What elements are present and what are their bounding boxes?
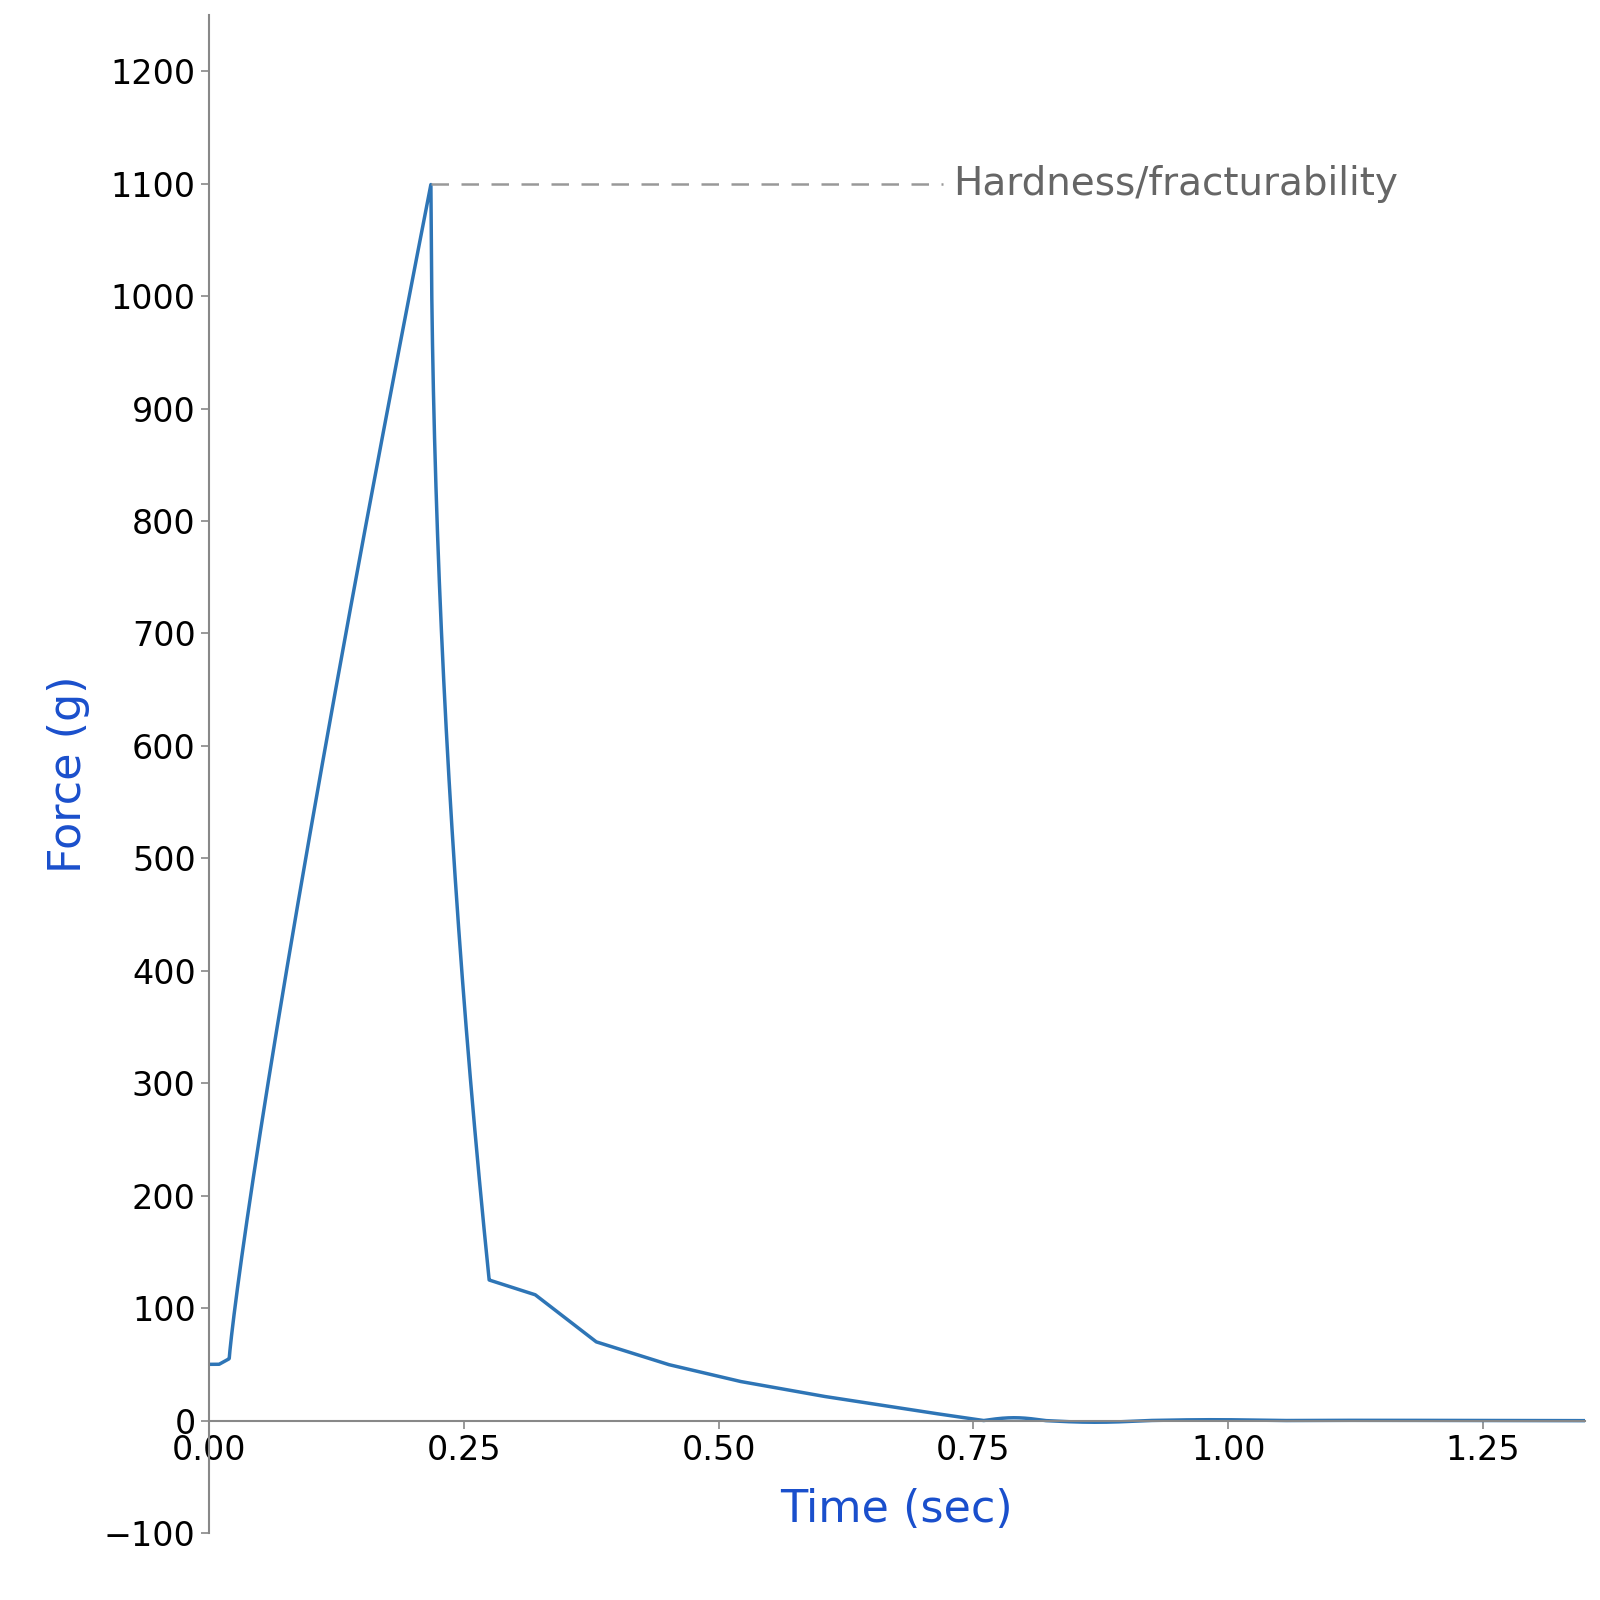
- Y-axis label: Force (g): Force (g): [46, 675, 90, 872]
- Text: Hardness/fracturability: Hardness/fracturability: [954, 165, 1398, 203]
- X-axis label: Time (sec): Time (sec): [781, 1488, 1013, 1531]
